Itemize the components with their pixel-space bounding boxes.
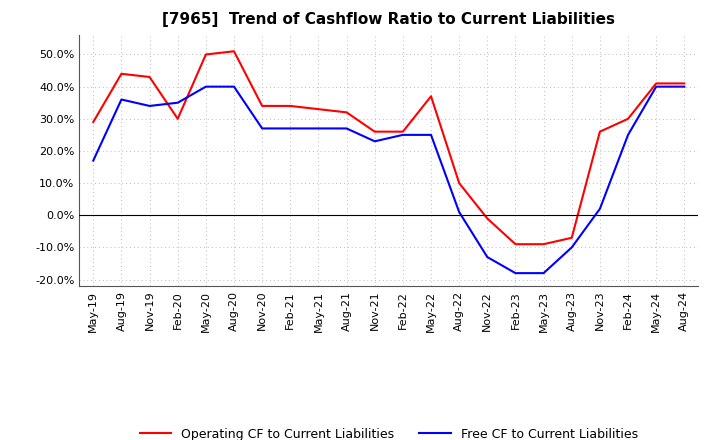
Operating CF to Current Liabilities (427, 94, 436, 99)
Free CF to Current Liabilities (427, 132, 436, 138)
Line: Operating CF to Current Liabilities: Operating CF to Current Liabilities (94, 51, 684, 244)
Free CF to Current Liabilities (370, 139, 379, 144)
Operating CF to Current Liabilities (455, 180, 464, 186)
Free CF to Current Liabilities (652, 84, 660, 89)
Free CF to Current Liabilities (230, 84, 238, 89)
Title: [7965]  Trend of Cashflow Ratio to Current Liabilities: [7965] Trend of Cashflow Ratio to Curren… (162, 12, 616, 27)
Operating CF to Current Liabilities (567, 235, 576, 240)
Operating CF to Current Liabilities (511, 242, 520, 247)
Operating CF to Current Liabilities (286, 103, 294, 109)
Free CF to Current Liabilities (511, 271, 520, 276)
Free CF to Current Liabilities (286, 126, 294, 131)
Free CF to Current Liabilities (399, 132, 408, 138)
Operating CF to Current Liabilities (624, 116, 632, 121)
Operating CF to Current Liabilities (399, 129, 408, 134)
Free CF to Current Liabilities (483, 254, 492, 260)
Operating CF to Current Liabilities (370, 129, 379, 134)
Operating CF to Current Liabilities (117, 71, 126, 77)
Legend: Operating CF to Current Liabilities, Free CF to Current Liabilities: Operating CF to Current Liabilities, Fre… (135, 423, 643, 440)
Operating CF to Current Liabilities (483, 216, 492, 221)
Free CF to Current Liabilities (314, 126, 323, 131)
Operating CF to Current Liabilities (145, 74, 154, 80)
Operating CF to Current Liabilities (680, 81, 688, 86)
Line: Free CF to Current Liabilities: Free CF to Current Liabilities (94, 87, 684, 273)
Free CF to Current Liabilities (595, 206, 604, 212)
Operating CF to Current Liabilities (230, 49, 238, 54)
Free CF to Current Liabilities (680, 84, 688, 89)
Operating CF to Current Liabilities (539, 242, 548, 247)
Free CF to Current Liabilities (174, 100, 182, 105)
Operating CF to Current Liabilities (174, 116, 182, 121)
Operating CF to Current Liabilities (258, 103, 266, 109)
Free CF to Current Liabilities (89, 158, 98, 163)
Free CF to Current Liabilities (342, 126, 351, 131)
Free CF to Current Liabilities (258, 126, 266, 131)
Free CF to Current Liabilities (455, 209, 464, 215)
Operating CF to Current Liabilities (202, 52, 210, 57)
Free CF to Current Liabilities (117, 97, 126, 102)
Operating CF to Current Liabilities (89, 119, 98, 125)
Free CF to Current Liabilities (567, 245, 576, 250)
Free CF to Current Liabilities (145, 103, 154, 109)
Operating CF to Current Liabilities (595, 129, 604, 134)
Operating CF to Current Liabilities (652, 81, 660, 86)
Operating CF to Current Liabilities (342, 110, 351, 115)
Free CF to Current Liabilities (624, 132, 632, 138)
Operating CF to Current Liabilities (314, 106, 323, 112)
Free CF to Current Liabilities (539, 271, 548, 276)
Free CF to Current Liabilities (202, 84, 210, 89)
